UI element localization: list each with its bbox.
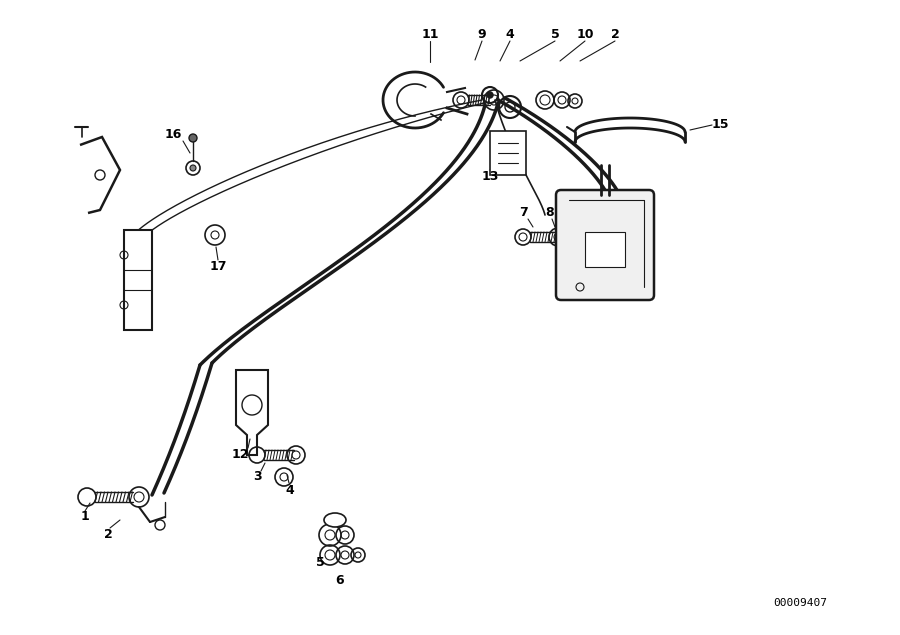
Text: 3: 3: [254, 471, 262, 483]
FancyBboxPatch shape: [556, 190, 654, 300]
Text: 2: 2: [610, 29, 619, 41]
Circle shape: [487, 92, 493, 98]
Text: 16: 16: [165, 128, 182, 142]
Text: 7: 7: [518, 206, 527, 220]
Text: 1: 1: [81, 511, 89, 523]
Text: 4: 4: [506, 29, 515, 41]
Text: 13: 13: [482, 171, 499, 184]
Text: 11: 11: [421, 29, 439, 41]
Bar: [490, 131, 526, 175]
Text: 10: 10: [576, 29, 594, 41]
Text: 15: 15: [711, 119, 729, 131]
Text: 8: 8: [545, 206, 554, 220]
Bar: [124, 230, 152, 330]
Circle shape: [189, 134, 197, 142]
Text: 6: 6: [336, 573, 345, 587]
Text: 17: 17: [209, 260, 227, 274]
Text: 5: 5: [551, 29, 560, 41]
Ellipse shape: [324, 513, 346, 527]
Text: 2: 2: [104, 528, 112, 542]
Text: 5: 5: [316, 556, 324, 570]
Circle shape: [190, 165, 196, 171]
Text: 12: 12: [231, 448, 248, 462]
Text: 00009407: 00009407: [773, 598, 827, 608]
Text: 9: 9: [478, 29, 486, 41]
Text: 4: 4: [285, 483, 294, 497]
Bar: [585, 232, 625, 267]
